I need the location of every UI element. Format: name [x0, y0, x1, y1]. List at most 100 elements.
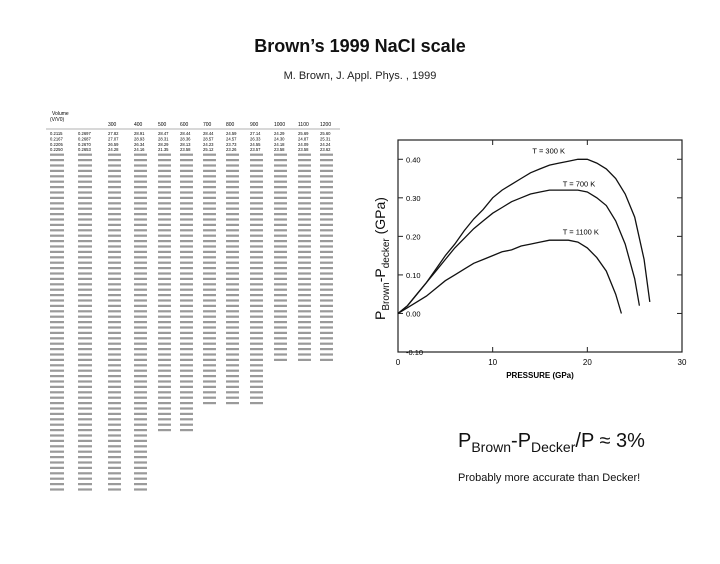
- table-cell-texture: [50, 396, 64, 399]
- table-cell-texture: [78, 272, 92, 275]
- table-cell-texture: [108, 429, 121, 432]
- table-cell-texture: [226, 223, 239, 226]
- table-cell-texture: [203, 326, 216, 329]
- table-cell-texture: [158, 423, 171, 426]
- table-cell-texture: [78, 250, 92, 253]
- table-cell-texture: [250, 234, 263, 237]
- table-cell-texture: [320, 337, 333, 340]
- table-cell-texture: [78, 229, 92, 232]
- table-cell-texture: [250, 277, 263, 280]
- table-cell-texture: [180, 186, 193, 189]
- table-cell-texture: [50, 207, 64, 210]
- x-tick-label: 0: [396, 358, 401, 367]
- table-cell-texture: [250, 159, 263, 162]
- table-cell-texture: [50, 288, 64, 291]
- table-cell-texture: [226, 207, 239, 210]
- table-column-header: 500: [158, 122, 167, 128]
- table-cell-texture: [78, 429, 92, 432]
- table-cell-texture: [108, 186, 121, 189]
- table-cell-texture: [180, 229, 193, 232]
- table-cell-texture: [50, 175, 64, 178]
- table-cell-texture: [180, 180, 193, 183]
- table-cell-texture: [203, 288, 216, 291]
- table-cell-texture: [78, 175, 92, 178]
- table-cell-texture: [180, 256, 193, 259]
- table-cell-texture: [134, 337, 147, 340]
- table-cell-texture: [134, 423, 147, 426]
- series-label: T = 1100 K: [563, 227, 599, 236]
- table-cell-texture: [250, 207, 263, 210]
- table-cell-texture: [158, 315, 171, 318]
- table-cell-texture: [108, 213, 121, 216]
- table-cell-texture: [78, 245, 92, 248]
- table-cell-texture: [50, 229, 64, 232]
- table-cell-texture: [108, 315, 121, 318]
- table-cell-texture: [134, 304, 147, 307]
- y-tick-label: -0.10: [406, 348, 423, 357]
- table-cell-texture: [134, 207, 147, 210]
- table-cell-texture: [158, 288, 171, 291]
- table-cell-texture: [298, 202, 311, 205]
- table-cell: 0.2115: [50, 131, 63, 136]
- table-cell-texture: [50, 423, 64, 426]
- table-cell-texture: [108, 477, 121, 480]
- table-cell: 24.18: [274, 142, 285, 147]
- table-cell-texture: [203, 315, 216, 318]
- table-cell-texture: [274, 202, 287, 205]
- table-cell-texture: [226, 294, 239, 297]
- table-cell-texture: [250, 202, 263, 205]
- table-cell-texture: [226, 153, 239, 156]
- table-cell-texture: [50, 180, 64, 183]
- table-cell-texture: [78, 294, 92, 297]
- table-cell-texture: [226, 315, 239, 318]
- table-cell-texture: [226, 331, 239, 334]
- table-cell-texture: [320, 202, 333, 205]
- table-cell-texture: [298, 240, 311, 243]
- table-cell-texture: [108, 353, 121, 356]
- table-cell-texture: [108, 337, 121, 340]
- table-cell-texture: [158, 337, 171, 340]
- table-cell-texture: [78, 450, 92, 453]
- table-cell-texture: [134, 180, 147, 183]
- table-cell-texture: [108, 261, 121, 264]
- table-cell-texture: [203, 369, 216, 372]
- table-cell-texture: [78, 277, 92, 280]
- table-cell-texture: [50, 461, 64, 464]
- table-cell-texture: [298, 304, 311, 307]
- table-cell-texture: [274, 277, 287, 280]
- table-cell-texture: [203, 191, 216, 194]
- table-cell-texture: [108, 294, 121, 297]
- caption-sub-decker: Decker: [531, 439, 576, 455]
- table-cell: 26.33: [250, 136, 261, 141]
- table-cell-texture: [226, 277, 239, 280]
- y-tick-label: 0.10: [406, 271, 421, 280]
- table-cell-texture: [320, 267, 333, 270]
- table-cell-texture: [274, 250, 287, 253]
- table-cell-texture: [158, 223, 171, 226]
- table-cell-texture: [250, 331, 263, 334]
- table-cell-texture: [274, 272, 287, 275]
- table-cell-texture: [134, 358, 147, 361]
- table-cell-texture: [320, 299, 333, 302]
- table-cell-texture: [78, 261, 92, 264]
- table-cell-texture: [50, 466, 64, 469]
- table-cell-texture: [50, 369, 64, 372]
- table-cell-texture: [50, 315, 64, 318]
- table-cell-texture: [158, 196, 171, 199]
- table-cell-texture: [134, 488, 147, 491]
- table-cell-texture: [274, 223, 287, 226]
- table-cell-texture: [180, 191, 193, 194]
- table-cell-texture: [158, 180, 171, 183]
- table-cell-texture: [134, 245, 147, 248]
- table-cell-texture: [50, 418, 64, 421]
- table-column-header: 700: [203, 122, 212, 128]
- table-cell-texture: [298, 223, 311, 226]
- table-cell-texture: [78, 396, 92, 399]
- table-cell-texture: [108, 310, 121, 313]
- table-cell-texture: [226, 267, 239, 270]
- table-cell-texture: [78, 353, 92, 356]
- table-cell-texture: [203, 353, 216, 356]
- table-cell-texture: [320, 223, 333, 226]
- table-cell-texture: [203, 321, 216, 324]
- table-cell: 28.47: [158, 131, 169, 136]
